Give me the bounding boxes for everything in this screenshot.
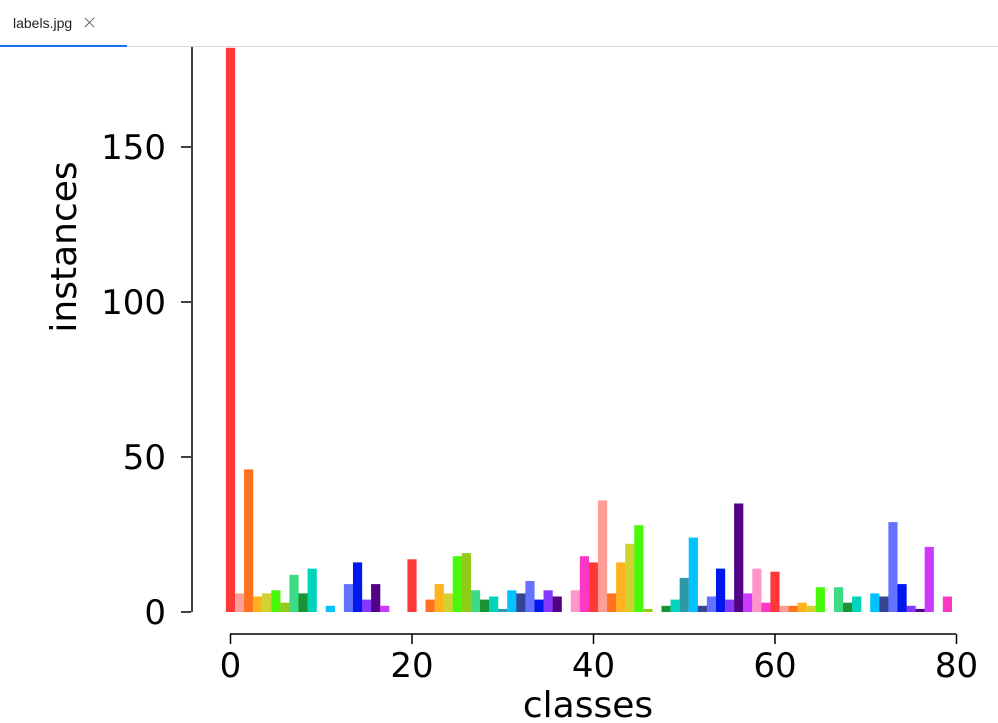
bar-class-32 <box>516 593 526 612</box>
x-tick-label: 80 <box>935 646 978 686</box>
bar-class-34 <box>534 599 544 612</box>
bar-class-77 <box>924 546 934 612</box>
bar-class-22 <box>425 599 435 612</box>
bar-class-67 <box>833 587 844 612</box>
bar-class-3 <box>253 596 263 612</box>
bar-class-50 <box>679 577 689 612</box>
bar-class-38 <box>570 590 580 612</box>
bar-class-58 <box>752 568 762 612</box>
bar-class-48 <box>661 605 671 612</box>
bar-class-57 <box>743 593 753 612</box>
bar-class-75 <box>906 605 916 612</box>
bar-class-56 <box>734 503 744 612</box>
bar-class-25 <box>452 556 462 612</box>
bar-class-63 <box>797 602 807 612</box>
bar-class-20 <box>407 559 417 612</box>
bar-class-64 <box>806 605 816 612</box>
bar-class-55 <box>725 599 735 612</box>
bar-class-61 <box>779 605 789 612</box>
bar-class-43 <box>616 562 626 612</box>
bar-class-13 <box>343 584 354 612</box>
bar-class-17 <box>380 605 390 612</box>
bar-class-68 <box>843 602 853 612</box>
y-tick-label: 150 <box>101 128 166 168</box>
bar-class-30 <box>498 608 508 612</box>
x-ticks-group: 0 20 40 60 80 <box>220 634 978 686</box>
bar-class-71 <box>870 593 880 612</box>
y-tick-label: 100 <box>101 283 166 323</box>
x-tick-label: 40 <box>572 646 615 686</box>
y-tick-label: 0 <box>144 593 166 633</box>
bar-class-29 <box>489 596 499 612</box>
close-icon[interactable] <box>83 16 96 29</box>
bar-class-16 <box>371 584 381 612</box>
bar-chart: 0 50 100 150 0 20 40 60 80 classes instances <box>44 47 978 723</box>
bar-class-59 <box>761 602 771 612</box>
bar-class-40 <box>588 562 599 612</box>
y-axis-title: instances <box>44 161 85 332</box>
bar-class-65 <box>815 587 825 612</box>
bar-class-79 <box>942 596 953 612</box>
bar-class-51 <box>688 537 698 612</box>
bar-class-2 <box>244 469 254 612</box>
bar-class-5 <box>271 590 281 612</box>
bar-class-76 <box>915 608 925 612</box>
bar-class-44 <box>625 543 635 612</box>
bars-group <box>225 47 953 613</box>
bar-class-52 <box>697 605 707 612</box>
bar-class-23 <box>434 584 444 612</box>
bar-class-62 <box>788 605 798 612</box>
bar-class-8 <box>298 593 308 612</box>
bar-class-60 <box>770 571 780 612</box>
bar-class-45 <box>634 525 644 612</box>
tab-bar: labels.jpg <box>0 0 998 47</box>
x-tick-label: 60 <box>753 646 796 686</box>
bar-class-9 <box>307 568 317 612</box>
bar-class-73 <box>888 522 898 612</box>
bar-class-41 <box>597 500 608 612</box>
bar-class-35 <box>543 590 553 612</box>
bar-class-31 <box>507 590 517 612</box>
bar-class-74 <box>897 584 907 612</box>
bar-class-6 <box>280 602 290 612</box>
bar-class-28 <box>480 599 490 612</box>
bar-class-4 <box>262 593 272 612</box>
bar-class-11 <box>325 605 335 612</box>
bar-class-36 <box>552 596 562 612</box>
bar-class-14 <box>352 562 363 612</box>
bar-class-7 <box>289 574 299 612</box>
bar-class-46 <box>643 608 653 612</box>
bar-class-24 <box>443 593 453 612</box>
tab-labels-jpg[interactable]: labels.jpg <box>0 0 127 47</box>
x-tick-label: 0 <box>220 646 242 686</box>
bar-class-69 <box>852 596 862 612</box>
x-axis-title: classes <box>523 685 653 723</box>
bar-class-72 <box>879 596 889 612</box>
x-tick-label: 20 <box>390 646 433 686</box>
bar-class-53 <box>706 596 717 612</box>
y-tick-label: 50 <box>123 438 166 478</box>
bar-class-49 <box>670 599 680 612</box>
bar-class-26 <box>461 553 472 612</box>
bar-class-27 <box>470 590 481 612</box>
bar-class-54 <box>715 568 726 612</box>
bar-class-33 <box>525 581 535 612</box>
bar-class-1 <box>234 593 245 612</box>
bar-class-0 <box>225 47 236 613</box>
bar-class-15 <box>362 599 372 612</box>
bar-class-42 <box>607 593 617 612</box>
tab-label: labels.jpg <box>13 14 73 31</box>
y-ticks-group: 0 50 100 150 <box>101 128 191 633</box>
bar-class-39 <box>579 556 590 612</box>
